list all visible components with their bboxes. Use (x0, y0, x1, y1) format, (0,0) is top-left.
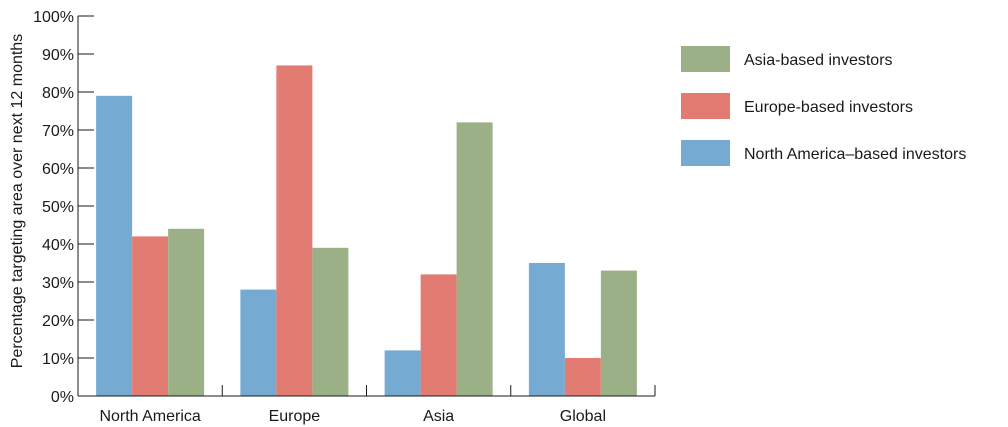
y-tick-label: 0% (51, 389, 74, 406)
bars-layer (96, 65, 637, 397)
bar (564, 358, 601, 396)
bar (132, 236, 169, 396)
y-tick-label: 40% (42, 237, 74, 254)
y-tick-label: 50% (42, 199, 74, 216)
bar (600, 270, 637, 396)
y-tick-label: 30% (42, 275, 74, 292)
bar (240, 289, 277, 396)
x-category-labels: North America Europe Asia Global (99, 385, 656, 425)
y-tick-label: 90% (42, 47, 74, 64)
y-axis-title: Percentage targeting area over next 12 m… (9, 34, 26, 368)
legend-swatch (681, 140, 730, 166)
legend-label: North America–based investors (744, 146, 966, 163)
y-ticks: 0% 10% 20% 30% 40% 50% 60% 70% 80% 90% 100% (33, 9, 94, 406)
bar (168, 228, 205, 396)
y-tick-label: 70% (42, 123, 74, 140)
bar (276, 65, 313, 397)
legend-swatch (681, 93, 730, 119)
y-tick-label: 60% (42, 161, 74, 178)
bar (96, 95, 133, 397)
y-tick-label: 100% (33, 9, 74, 26)
x-category-label: Europe (269, 408, 321, 425)
x-category-label: North America (99, 408, 200, 425)
y-tick-label: 10% (42, 351, 74, 368)
y-tick-label: 80% (42, 85, 74, 102)
bar (456, 122, 493, 397)
bar (384, 350, 421, 396)
x-category-label: Global (560, 408, 606, 425)
y-tick-label: 20% (42, 313, 74, 330)
bar (420, 274, 457, 396)
legend: Asia-based investors Europe-based investo… (681, 46, 966, 166)
legend-label: Asia-based investors (744, 52, 893, 69)
x-category-label: Asia (423, 408, 454, 425)
legend-label: Europe-based investors (744, 99, 913, 116)
bar (312, 247, 349, 396)
bar (528, 263, 565, 396)
legend-swatch (681, 46, 730, 72)
